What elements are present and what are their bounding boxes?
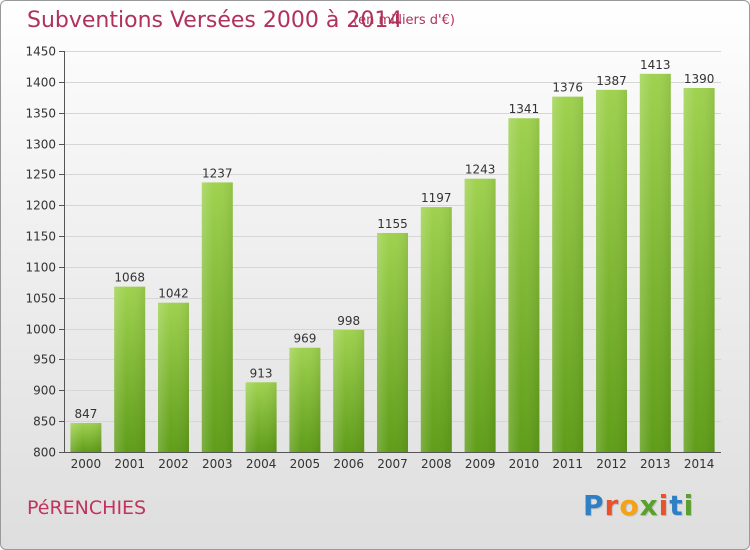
y-tick-label: 850 <box>33 415 56 429</box>
x-tick-label-2001: 2001 <box>114 457 145 471</box>
logo-letter: i <box>658 489 670 522</box>
chart-subtitle: (en milliers d'€) <box>353 13 455 28</box>
value-label-2011: 1376 <box>552 81 583 95</box>
value-label-2007: 1155 <box>377 217 408 231</box>
logo-letter: x <box>639 489 659 522</box>
logo-letter: r <box>604 489 620 522</box>
x-tick-label-2006: 2006 <box>333 457 364 471</box>
bar-shade-2004 <box>245 382 277 452</box>
y-tick-label: 1200 <box>25 199 56 213</box>
bar-shade-2002 <box>158 302 189 452</box>
x-tick-label-2014: 2014 <box>684 457 715 471</box>
x-tick-label-2008: 2008 <box>421 457 452 471</box>
proxiti-logo: Proxiti <box>583 489 694 522</box>
x-tick-label-2009: 2009 <box>465 457 496 471</box>
y-tick-label: 1100 <box>25 261 56 275</box>
logo-letter: P <box>583 489 605 522</box>
value-label-2006: 998 <box>337 314 360 328</box>
value-label-2014: 1390 <box>684 72 715 86</box>
bar-shade-2006 <box>333 329 365 452</box>
commune-name: PéRENCHIES <box>27 497 147 519</box>
chart-title: Subventions Versées 2000 à 2014 <box>27 8 403 33</box>
x-tick-label-2007: 2007 <box>377 457 408 471</box>
bar-shade-2000 <box>70 423 102 452</box>
value-label-2010: 1341 <box>509 102 540 116</box>
y-tick-label: 1300 <box>25 138 56 152</box>
y-tick-label: 950 <box>33 353 56 367</box>
value-label-2001: 1068 <box>114 271 145 285</box>
y-tick-label: 1350 <box>25 107 56 121</box>
bar-shade-2013 <box>639 73 671 452</box>
value-label-2004: 913 <box>250 366 273 380</box>
y-tick-label: 1400 <box>25 76 56 90</box>
logo-letter: t <box>669 489 684 522</box>
value-label-2009: 1243 <box>465 163 496 177</box>
x-tick-label-2005: 2005 <box>290 457 321 471</box>
labels-layer: 800 850 900 950 1000 1050 1100 1150 1200 1250 1300… <box>25 45 714 472</box>
x-tick-label-2004: 2004 <box>246 457 277 471</box>
x-tick-label-2003: 2003 <box>202 457 233 471</box>
y-tick-label: 1000 <box>25 323 56 337</box>
bar-shade-2014 <box>683 88 715 452</box>
x-tick-label-2010: 2010 <box>509 457 540 471</box>
bar-shade-2005 <box>289 347 321 452</box>
y-tick-label: 1450 <box>25 45 56 59</box>
x-tick-label-2000: 2000 <box>71 457 102 471</box>
bar-shade-2008 <box>420 207 452 452</box>
value-label-2005: 969 <box>293 332 316 346</box>
value-label-2008: 1197 <box>421 191 452 205</box>
value-label-2000: 847 <box>74 407 97 421</box>
value-label-2002: 1042 <box>158 287 189 301</box>
logo-letter: i <box>683 489 695 522</box>
x-tick-label-2012: 2012 <box>596 457 627 471</box>
bar-shade-2010 <box>508 118 540 452</box>
logo-letter: o <box>619 489 640 522</box>
bar-shade-2003 <box>201 182 233 453</box>
bar-shade-2007 <box>377 232 408 452</box>
value-label-2003: 1237 <box>202 166 233 180</box>
bar-shade-2001 <box>114 286 146 452</box>
x-tick-label-2002: 2002 <box>158 457 189 471</box>
y-tick-label: 1150 <box>25 230 56 244</box>
bars-layer <box>70 73 715 453</box>
y-tick-label: 1250 <box>25 168 56 182</box>
y-tick-label: 1050 <box>25 292 56 306</box>
bar-shade-2011 <box>552 96 584 452</box>
value-label-2012: 1387 <box>596 74 627 88</box>
bar-shade-2009 <box>464 178 496 453</box>
y-tick-label: 900 <box>33 384 56 398</box>
bar-shade-2012 <box>596 89 627 453</box>
x-tick-label-2011: 2011 <box>552 457 583 471</box>
y-tick-label: 800 <box>33 446 56 460</box>
value-label-2013: 1413 <box>640 58 671 72</box>
x-tick-label-2013: 2013 <box>640 457 671 471</box>
